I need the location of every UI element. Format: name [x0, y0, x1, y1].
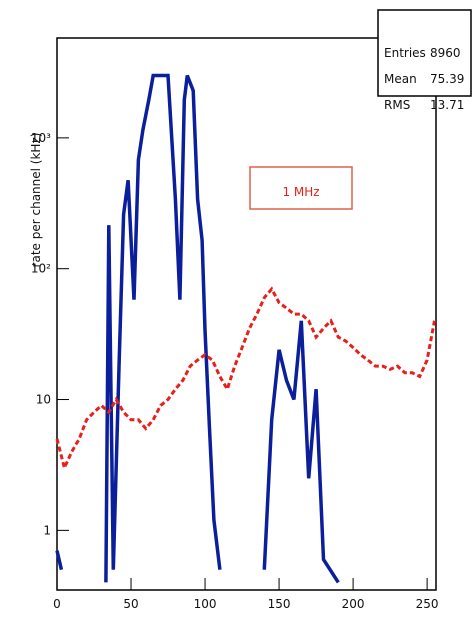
series-line [55, 286, 436, 473]
annotation-box [249, 166, 353, 210]
stats-rows: Entries 8960 Mean 75.39 RMS 13.71 [384, 46, 464, 112]
x-tick-label: 200 [342, 597, 365, 611]
stats-box [377, 9, 472, 97]
y-tick-label: 10² [31, 262, 51, 276]
x-tick-label: 100 [194, 597, 217, 611]
x-tick-label: 0 [53, 597, 61, 611]
series-line [55, 73, 340, 584]
x-tick-label: 150 [268, 597, 291, 611]
x-tick-label: 50 [123, 597, 138, 611]
y-tick-label: 10 [36, 393, 51, 407]
annotation: 1 MHz [282, 185, 319, 199]
y-tick-label: 10³ [31, 131, 51, 145]
stats-value: 75.39 [430, 72, 464, 86]
stats-label: RMS [384, 98, 410, 112]
stats-value: 13.71 [430, 98, 464, 112]
stats-value: 8960 [430, 46, 461, 60]
stats-label: Mean [384, 72, 417, 86]
x-tick-label: 250 [416, 597, 439, 611]
stats-label: Entries [384, 46, 426, 60]
y-tick-label: 1 [43, 523, 51, 537]
plot-frame [56, 37, 437, 591]
y-axis-label: rate per channel (kHz) [29, 133, 43, 268]
